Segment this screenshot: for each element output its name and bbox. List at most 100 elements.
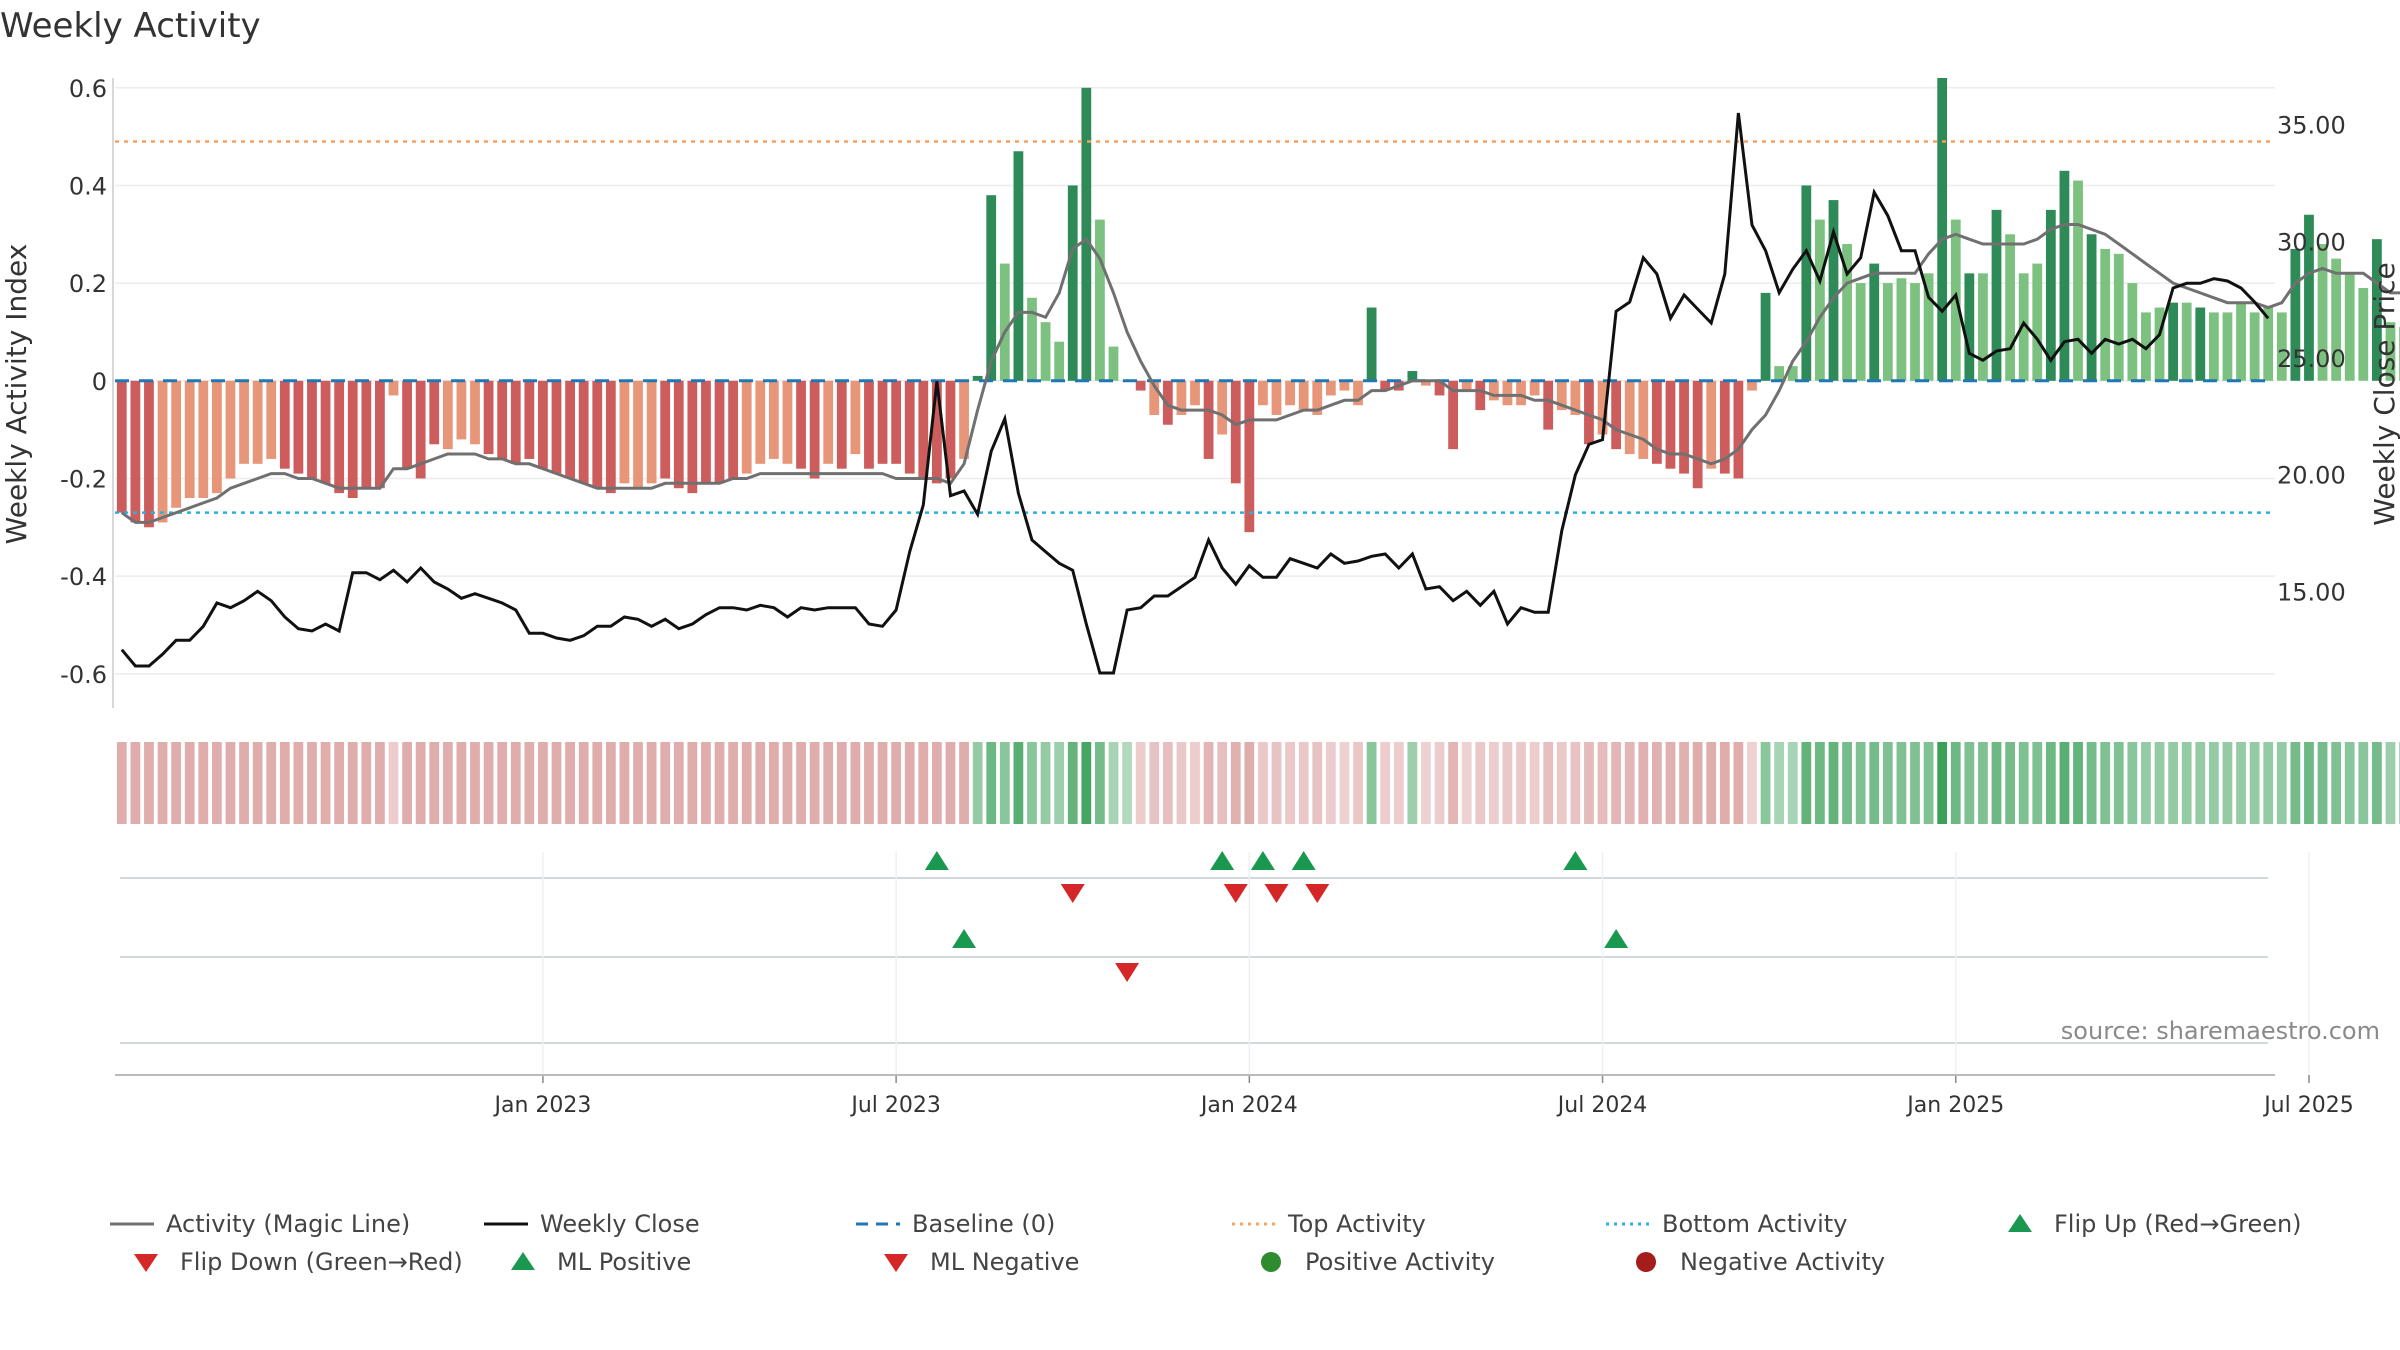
x-tick-label: Jul 2023 [849, 1093, 941, 1118]
y-tick-label: 0.2 [69, 270, 107, 298]
activity-bar [211, 380, 222, 494]
activity-bar [307, 380, 317, 479]
heat-strip-cell [1570, 742, 1581, 824]
activity-bar [1434, 380, 1445, 396]
heat-strip-cell [1230, 742, 1241, 824]
activity-bars [116, 78, 2400, 533]
activity-bar [347, 380, 358, 498]
heat-strip-cell [1937, 742, 1948, 824]
heat-strip-cell [293, 742, 304, 824]
activity-bar [714, 380, 725, 484]
weekly-close-line [120, 112, 2270, 675]
legend-symbol-tri-down-icon [874, 1249, 918, 1275]
legend-symbol-tri-up-icon [1998, 1211, 2042, 1237]
heat-strip-cell [2371, 742, 2382, 824]
heat-strip-cell [1258, 742, 1268, 824]
y2-tick-label: 15.00 [2277, 578, 2346, 606]
heat-strip-cell [1461, 742, 1472, 824]
heat-strip-cell [1217, 742, 1228, 824]
activity-bar [1366, 307, 1377, 381]
heat-strip-cell [959, 742, 969, 824]
legend-symbol-line-icon [484, 1211, 528, 1237]
heat-strip-cell [1543, 742, 1554, 824]
activity-bar [402, 380, 412, 469]
legend-label: Baseline (0) [912, 1210, 1056, 1238]
activity-bar [1747, 380, 1757, 391]
activity-bar [2317, 244, 2328, 381]
heat-strip-cell [497, 742, 508, 824]
legend-symbol-circle-icon [1249, 1249, 1293, 1275]
legend-item: Flip Down (Green→Red) [124, 1248, 463, 1276]
activity-bar [415, 380, 426, 479]
heat-strip-cell [1597, 742, 1608, 824]
y2-tick-label: 20.00 [2277, 462, 2346, 490]
heat-strip-cell [1747, 742, 1757, 824]
heat-strip-cell [347, 742, 358, 824]
legend-label: Flip Up (Red→Green) [2054, 1210, 2302, 1238]
heat-strip-cell [1516, 742, 1526, 824]
activity-bar [1190, 380, 1200, 406]
heat-strip-cell [1801, 742, 1812, 824]
heat-strip-cell [877, 742, 888, 824]
heat-strip-cell [2113, 742, 2124, 824]
activity-bar [1448, 380, 1459, 450]
heat-strip-cell [796, 742, 806, 824]
heat-strip-cell [1950, 742, 1961, 824]
heat-strip-cell [918, 742, 929, 824]
heat-strip-cell [2304, 742, 2314, 824]
heat-strip-cell [1556, 742, 1567, 824]
activity-bar [130, 380, 141, 523]
activity-bar [1040, 322, 1051, 381]
heat-strip-cell [605, 742, 616, 824]
activity-bar [578, 380, 589, 484]
activity-bar [456, 380, 467, 440]
heat-strip-cell [361, 742, 372, 824]
heat-strip-cell [375, 742, 385, 824]
legend-label: Flip Down (Green→Red) [180, 1248, 463, 1276]
heat-strip-cell [1896, 742, 1907, 824]
heat-strip-cell [1978, 742, 1988, 824]
heat-strip-cell [2222, 742, 2233, 824]
heat-strip-cell [999, 742, 1010, 824]
activity-bar [1258, 380, 1268, 406]
heat-strip-cell [646, 742, 657, 824]
activity-bar [198, 380, 209, 498]
activity-bar [1054, 341, 1065, 381]
heat-strip-cell [755, 742, 766, 824]
activity-bar [1421, 380, 1431, 386]
activity-bar [157, 380, 168, 523]
heat-strip-cell [157, 742, 168, 824]
legend-symbol-circle-icon [1624, 1249, 1668, 1275]
heat-strip-cell [1964, 742, 1975, 824]
activity-bar [1529, 380, 1540, 396]
heat-strip-cell [1502, 742, 1513, 824]
activity-bar [673, 380, 684, 489]
heat-strip-cell [1407, 742, 1418, 824]
activity-bar [1285, 380, 1295, 406]
activity-bar [999, 263, 1010, 381]
heat-strip-cell [320, 742, 331, 824]
heat-strip-cell [415, 742, 426, 824]
activity-bar [931, 380, 942, 484]
heat-strip-cell [836, 742, 847, 824]
heat-strip-cell [1842, 742, 1852, 824]
heat-strip-cell [429, 742, 440, 824]
heat-strip-cell [1162, 742, 1173, 824]
activity-heat-strip [116, 742, 2400, 824]
activity-bar [2127, 283, 2138, 381]
activity-bar [986, 195, 997, 381]
heat-strip-cell [1325, 742, 1336, 824]
activity-bar [442, 380, 453, 450]
activity-bar [796, 380, 806, 469]
flip-down-marker [1305, 884, 1330, 903]
heat-strip-cell [1149, 742, 1160, 824]
y2-tick-label: 30.00 [2277, 228, 2346, 256]
heat-strip-cell [2208, 742, 2219, 824]
activity-bar [320, 380, 331, 484]
y-tick-label: 0.6 [69, 75, 107, 103]
activity-bar [2059, 170, 2070, 381]
activity-bar [1774, 366, 1785, 381]
heat-strip-cell [2344, 742, 2355, 824]
heat-strip-cell [633, 742, 643, 824]
activity-bar [850, 380, 861, 455]
